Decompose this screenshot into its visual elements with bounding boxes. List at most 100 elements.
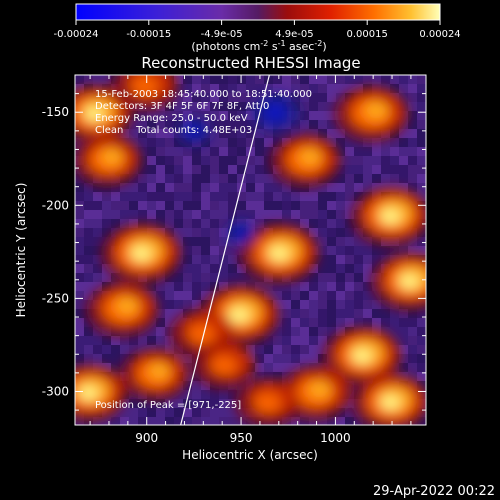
texture-cell <box>120 408 129 417</box>
texture-cell <box>138 147 147 156</box>
texture-cell <box>201 264 210 273</box>
texture-cell <box>399 246 408 255</box>
texture-cell <box>372 156 381 165</box>
texture-cell <box>147 219 156 228</box>
texture-cell <box>327 309 336 318</box>
texture-cell <box>282 318 291 327</box>
texture-cell <box>75 174 84 183</box>
image-area <box>75 75 426 425</box>
texture-cell <box>417 381 426 390</box>
texture-cell <box>345 174 354 183</box>
texture-cell <box>309 300 318 309</box>
texture-cell <box>156 399 165 408</box>
texture-cell <box>219 228 228 237</box>
texture-cell <box>111 183 120 192</box>
texture-cell <box>318 129 327 138</box>
texture-cell <box>318 93 327 102</box>
texture-cell <box>417 120 426 129</box>
texture-cell <box>273 174 282 183</box>
texture-cell <box>291 201 300 210</box>
texture-cell <box>219 192 228 201</box>
texture-cell <box>156 156 165 165</box>
texture-cell <box>273 183 282 192</box>
texture-cell <box>111 345 120 354</box>
texture-cell <box>318 201 327 210</box>
texture-cell <box>183 147 192 156</box>
texture-cell <box>417 309 426 318</box>
texture-cell <box>120 336 129 345</box>
emission-region <box>398 274 420 290</box>
texture-cell <box>201 174 210 183</box>
texture-cell <box>372 246 381 255</box>
texture-cell <box>282 201 291 210</box>
texture-cell <box>75 309 84 318</box>
texture-cell <box>174 192 183 201</box>
texture-cell <box>300 75 309 84</box>
texture-cell <box>237 84 246 93</box>
texture-cell <box>201 156 210 165</box>
texture-cell <box>309 129 318 138</box>
texture-cell <box>291 183 300 192</box>
texture-cell <box>300 291 309 300</box>
texture-cell <box>255 165 264 174</box>
texture-cell <box>354 282 363 291</box>
texture-cell <box>345 219 354 228</box>
texture-cell <box>237 210 246 219</box>
texture-cell <box>147 192 156 201</box>
texture-cell <box>273 318 282 327</box>
texture-cell <box>309 318 318 327</box>
texture-cell <box>75 84 84 93</box>
texture-cell <box>174 273 183 282</box>
texture-cell <box>219 408 228 417</box>
texture-cell <box>129 111 138 120</box>
texture-cell <box>399 84 408 93</box>
texture-cell <box>84 75 93 84</box>
texture-cell <box>192 372 201 381</box>
texture-cell <box>336 291 345 300</box>
texture-cell <box>93 192 102 201</box>
texture-cell <box>336 84 345 93</box>
texture-cell <box>336 327 345 336</box>
texture-cell <box>309 228 318 237</box>
texture-cell <box>156 147 165 156</box>
texture-cell <box>255 192 264 201</box>
texture-cell <box>273 210 282 219</box>
texture-cell <box>291 318 300 327</box>
texture-cell <box>183 291 192 300</box>
texture-cell <box>93 75 102 84</box>
texture-cell <box>84 246 93 255</box>
texture-cell <box>273 192 282 201</box>
texture-cell <box>417 237 426 246</box>
texture-cell <box>255 345 264 354</box>
texture-cell <box>273 201 282 210</box>
texture-cell <box>381 255 390 264</box>
texture-cell <box>246 75 255 84</box>
colorbar-tick-label: 0.00024 <box>419 29 460 40</box>
texture-cell <box>300 219 309 228</box>
texture-cell <box>192 183 201 192</box>
texture-cell <box>336 201 345 210</box>
texture-cell <box>228 84 237 93</box>
colorbar <box>75 3 441 21</box>
texture-cell <box>210 111 219 120</box>
texture-cell <box>174 75 183 84</box>
texture-cell <box>390 156 399 165</box>
texture-cell <box>336 237 345 246</box>
texture-cell <box>345 408 354 417</box>
texture-cell <box>363 318 372 327</box>
texture-cell <box>345 246 354 255</box>
texture-cell <box>174 120 183 129</box>
texture-cell <box>273 336 282 345</box>
texture-cell <box>201 102 210 111</box>
texture-cell <box>129 174 138 183</box>
texture-cell <box>381 147 390 156</box>
texture-cell <box>138 120 147 129</box>
texture-cell <box>120 219 129 228</box>
texture-cell <box>129 120 138 129</box>
texture-cell <box>264 201 273 210</box>
x-tick-label: 1000 <box>320 431 351 445</box>
texture-cell <box>255 372 264 381</box>
texture-cell <box>417 318 426 327</box>
texture-cell <box>237 174 246 183</box>
texture-cell <box>93 282 102 291</box>
